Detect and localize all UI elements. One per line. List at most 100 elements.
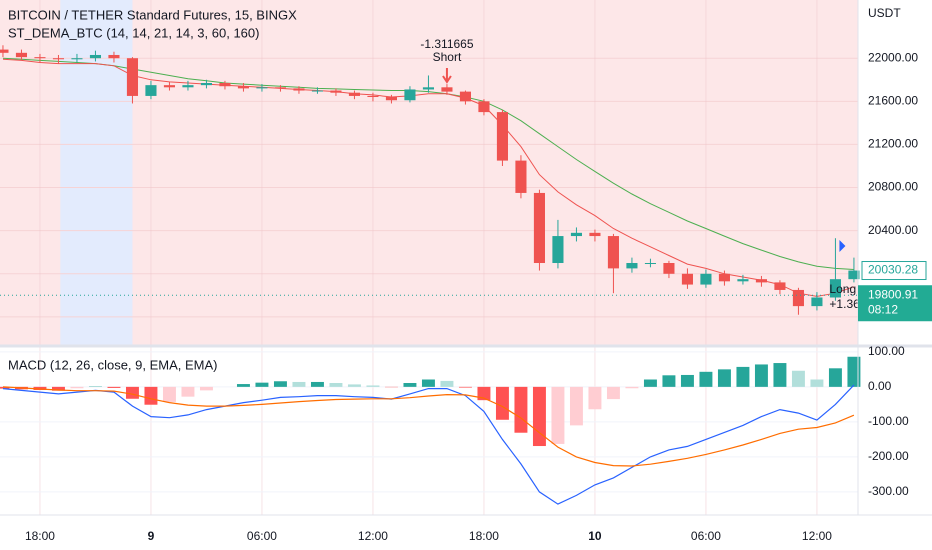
candle-body	[570, 232, 582, 237]
x-tick-label: 12:00	[802, 529, 832, 543]
signal-label: +1.362	[829, 297, 866, 311]
histogram-bar	[403, 383, 417, 387]
candle-body	[219, 82, 231, 87]
histogram-bar	[791, 370, 805, 387]
histogram-bar	[477, 386, 491, 401]
candle-body	[274, 87, 286, 89]
signal-label: Short	[433, 50, 462, 64]
candle-body	[792, 289, 804, 307]
mark-price-label: 19800.91	[868, 287, 918, 301]
y-tick-label: 20800.00	[868, 180, 918, 194]
histogram-bar	[643, 379, 657, 387]
histogram-bar	[495, 386, 509, 420]
candle-body	[478, 101, 490, 113]
candle-body	[774, 282, 786, 290]
candle-body	[126, 58, 139, 96]
candle-body	[367, 95, 379, 98]
histogram-bar	[828, 368, 842, 387]
histogram-bar	[347, 384, 361, 387]
y-tick-label: -300.00	[868, 484, 909, 498]
candle-body	[681, 273, 693, 285]
histogram-bar	[199, 386, 213, 391]
y-tick-label: -100.00	[868, 414, 909, 428]
macd-line	[2, 386, 855, 467]
y-tick-label: 0.00	[868, 379, 892, 393]
candle-body	[71, 58, 83, 60]
candle-body	[811, 297, 823, 307]
candle-body	[663, 263, 675, 274]
signal-marker	[839, 240, 846, 252]
candle-body	[385, 97, 397, 101]
candle-body	[422, 87, 434, 90]
dema-line	[2, 58, 855, 297]
histogram-bar	[606, 386, 620, 400]
histogram-bar	[329, 383, 343, 387]
candle-body	[0, 49, 9, 53]
candle-body	[644, 263, 656, 265]
x-tick-label: 12:00	[358, 529, 388, 543]
candle-body	[700, 273, 712, 285]
histogram-bar	[0, 386, 10, 389]
chart-title: BITCOIN / TETHER Standard Futures, 15, B…	[8, 7, 297, 22]
y-tick-label: 22000.00	[868, 50, 918, 64]
signal-label: Long	[829, 282, 856, 296]
x-tick-label: 10	[588, 529, 602, 543]
histogram-bar	[514, 386, 528, 433]
histogram-bar	[236, 384, 250, 387]
candle-body	[607, 236, 619, 269]
histogram-bar	[773, 363, 787, 387]
indicator-label: ST_DEMA_BTC (14, 14, 21, 14, 3, 60, 160)	[8, 25, 259, 40]
histogram-bar	[107, 386, 121, 388]
candle-body	[626, 263, 638, 269]
histogram-bar	[70, 386, 84, 389]
histogram-bar	[51, 386, 65, 391]
candle-body	[459, 91, 471, 102]
countdown: 08:12	[868, 302, 898, 316]
y-tick-label: -200.00	[868, 449, 909, 463]
histogram-bar	[754, 364, 768, 387]
candle-body	[108, 54, 120, 59]
histogram-bar	[551, 386, 565, 444]
histogram-bar	[255, 382, 269, 387]
candle-body	[145, 85, 157, 96]
candle-body	[496, 112, 508, 161]
histogram-bar	[625, 386, 639, 389]
macd-line	[2, 384, 855, 505]
candle-body	[718, 273, 730, 282]
candle-body	[737, 279, 749, 282]
histogram-bar	[310, 381, 324, 387]
histogram-bar	[458, 386, 472, 388]
histogram-bar	[699, 371, 713, 387]
candle-body	[533, 192, 545, 264]
histogram-bar	[847, 356, 861, 387]
candle-body	[89, 54, 102, 59]
candle-body	[330, 90, 342, 93]
highlight-band	[60, 0, 133, 346]
signal-label: -1.311665	[420, 37, 473, 51]
histogram-bar	[680, 374, 694, 387]
histogram-bar	[736, 366, 750, 387]
mark-price-box	[858, 285, 932, 322]
candle-body	[200, 82, 213, 86]
histogram-bar	[181, 386, 195, 397]
main-pane	[0, 0, 858, 346]
candle-body	[848, 270, 860, 280]
histogram-bar	[588, 386, 602, 410]
histogram-bar	[421, 379, 435, 387]
candle-body	[256, 87, 268, 89]
histogram-bar	[569, 386, 583, 426]
histogram-bar	[366, 385, 380, 387]
candle-body	[237, 86, 250, 89]
candle-body	[441, 87, 453, 92]
candle-body	[52, 58, 65, 60]
y-tick-label: 100.00	[868, 344, 905, 358]
candle-body	[515, 160, 527, 193]
last-price-label: 20030.28	[868, 263, 918, 277]
x-tick-label: 06:00	[691, 529, 721, 543]
last-price-box	[861, 261, 927, 281]
candle-body	[34, 57, 46, 59]
y-tick-label: 21600.00	[868, 93, 918, 107]
x-tick-label: 9	[148, 529, 155, 543]
candle-body	[404, 89, 416, 101]
